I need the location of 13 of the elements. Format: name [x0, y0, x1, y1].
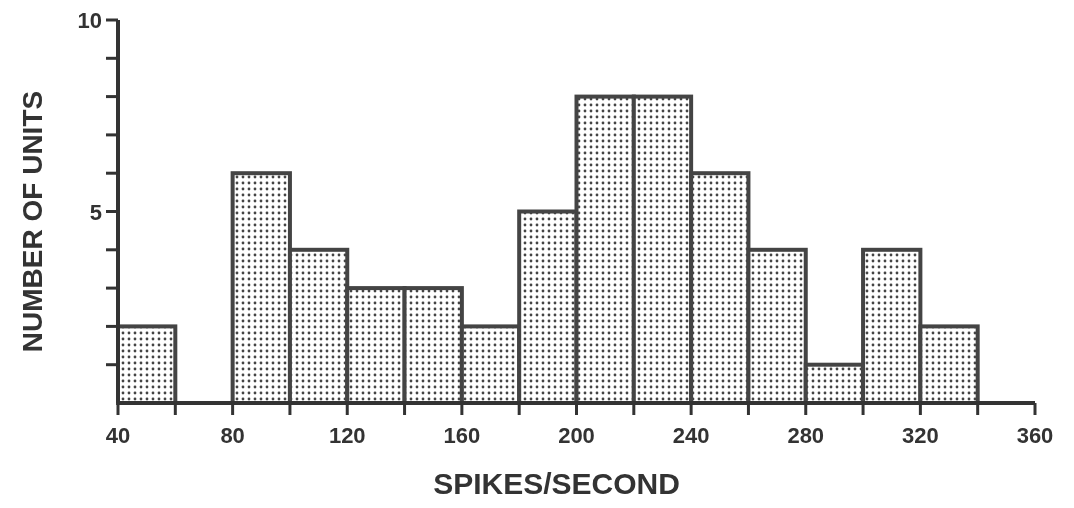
x-tick-label: 200 — [558, 423, 595, 448]
y-tick-label: 5 — [89, 199, 102, 225]
x-tick-label: 120 — [328, 423, 366, 448]
y-axis-title: NUMBER OF UNITS — [17, 90, 48, 353]
x-axis-title: SPIKES/SECOND — [433, 467, 680, 500]
x-tick-label: 240 — [672, 423, 710, 448]
x-tick-label: 280 — [787, 423, 825, 448]
x-tick-label: 80 — [220, 423, 245, 448]
x-tick-label: 40 — [105, 423, 131, 448]
x-tick-label: 160 — [443, 423, 481, 448]
y-tick-label: 10 — [77, 8, 102, 33]
x-tick-label: 320 — [902, 423, 939, 448]
x-tick-label: 360 — [1016, 423, 1054, 448]
